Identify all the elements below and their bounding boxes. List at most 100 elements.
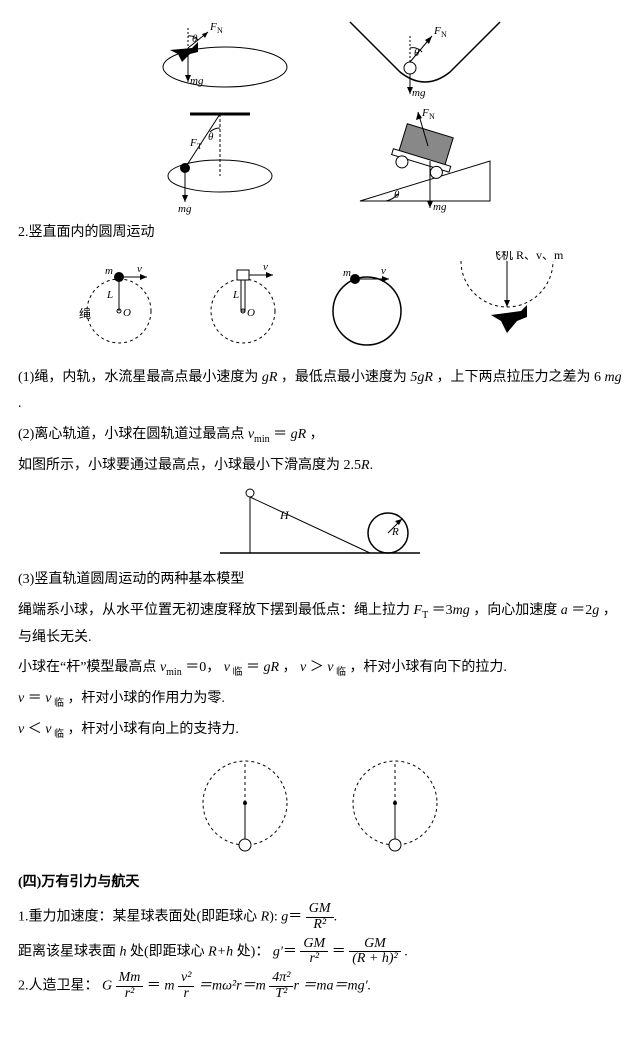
- denom: r: [178, 986, 194, 1002]
- fig-ramp-loop: R H: [210, 483, 430, 563]
- para-4: (3)竖直轨道圆周运动的两种基本模型: [18, 567, 622, 594]
- sub-crit: 临: [230, 667, 243, 678]
- sub-min: min: [166, 667, 182, 678]
- figure-two-pendulums: [18, 748, 622, 858]
- expr-mg: mg: [604, 370, 621, 385]
- text: 处(即距球心: [127, 944, 209, 959]
- denom: (R + h)²: [349, 951, 401, 967]
- text: ，杆对小球的作用力为零.: [67, 691, 225, 706]
- heading-vertical-circle: 2.竖直面内的圆周运动: [18, 220, 622, 247]
- denom: r²: [116, 986, 144, 1002]
- figure-row-2: F T θ mg F N mg θ: [18, 106, 622, 216]
- expr-v: v: [300, 660, 306, 675]
- text: .: [370, 458, 374, 473]
- numer: GM: [306, 902, 334, 917]
- fig-rope-circle: m v L O 绳: [69, 256, 169, 356]
- text: ，上下两点拉压力之差为 6: [436, 370, 601, 385]
- text: ＝: [246, 660, 264, 675]
- para-2: (2)离心轨道，小球在圆轨道过最高点 vmin ＝ gR ，: [18, 422, 622, 449]
- frac-GM-R2: GM R²: [306, 902, 334, 932]
- svg-text:mg: mg: [190, 75, 204, 87]
- svg-text:L: L: [232, 289, 239, 301]
- para-1: (1)绳，内轨，水流星最高点最小速度为 gR ，最低点最小速度为 5gR ，上下…: [18, 365, 622, 418]
- svg-text:H: H: [279, 508, 290, 522]
- denom: r²: [300, 951, 328, 967]
- expr-R: R: [261, 910, 270, 925]
- text: ＝: [288, 910, 302, 925]
- text: (1)绳，内轨，水流星最高点最小速度为: [18, 370, 262, 385]
- expr-R: R: [361, 458, 370, 473]
- expr-gR: gR: [291, 427, 307, 442]
- text: ＜: [28, 722, 42, 737]
- svg-text:θ: θ: [394, 189, 400, 201]
- text: ＝3: [432, 603, 453, 618]
- frac-GM-r2: GM r²: [300, 937, 328, 967]
- expr-v: v: [18, 722, 24, 737]
- text: 处)：: [233, 944, 269, 959]
- svg-text:m: m: [343, 267, 351, 279]
- numer: GM: [349, 937, 401, 952]
- text: ＝: [273, 427, 291, 442]
- expr-gR: gR: [263, 660, 279, 675]
- fig-rod-circle: v L O: [193, 256, 293, 356]
- para-7: v ＝ v 临 ，杆对小球的作用力为零.: [18, 686, 622, 713]
- svg-text:v: v: [381, 265, 386, 277]
- numer: 4π²: [269, 971, 293, 986]
- text: ，最低点最小速度为: [281, 370, 411, 385]
- text: .: [334, 910, 338, 925]
- text: 1.重力加速度：某星球表面处(即距球心: [18, 910, 261, 925]
- section-4-heading: (四)万有引力与航天: [18, 870, 622, 897]
- text: ＝: [332, 944, 346, 959]
- numer: GM: [300, 937, 328, 952]
- svg-text:N: N: [441, 30, 447, 39]
- sub-crit: 临: [51, 698, 64, 709]
- expr-m: m: [164, 978, 174, 993]
- text: ):: [269, 910, 281, 925]
- expr-mg: mg: [453, 603, 470, 618]
- text: ＞: [310, 660, 324, 675]
- svg-text:θ: θ: [208, 131, 214, 143]
- svg-text:绳: 绳: [79, 307, 91, 321]
- text: .: [401, 944, 408, 959]
- sub-crit: 临: [51, 729, 64, 740]
- frac-v2-r: v² r: [178, 971, 194, 1001]
- sub-crit: 临: [333, 667, 346, 678]
- sec4-line-3: 2.人造卫星： G Mm r² ＝ m v² r ＝mω²r＝m 4π² T² …: [18, 971, 622, 1001]
- text: ，: [283, 660, 297, 675]
- expr-r: r: [293, 978, 298, 993]
- text: 如图所示，小球要通过最高点，小球最小下滑高度为 2.5: [18, 458, 361, 473]
- expr-g: g: [592, 603, 599, 618]
- figure-row-1: F N mg θ F N mg θ: [18, 12, 622, 102]
- text: ，向心加速度: [473, 603, 561, 618]
- svg-text:θ: θ: [192, 33, 198, 45]
- svg-text:L: L: [106, 289, 113, 301]
- svg-text:F: F: [189, 137, 197, 149]
- text: ＝2: [571, 603, 592, 618]
- fig-incline-car: F N mg θ: [340, 106, 510, 216]
- svg-text:m: m: [105, 265, 113, 277]
- text: ，: [310, 427, 324, 442]
- text: ，杆对小球有向上的支持力.: [67, 722, 239, 737]
- svg-text:F: F: [421, 107, 429, 119]
- svg-text:N: N: [217, 26, 223, 35]
- text: .: [18, 396, 22, 411]
- text: ＝ma＝mg′.: [302, 978, 371, 993]
- expr-v: v: [18, 691, 24, 706]
- svg-text:v: v: [263, 261, 268, 273]
- text: 小球在“杆”模型最高点: [18, 660, 160, 675]
- sec4-line-1: 1.重力加速度：某星球表面处(即距球心 R): g＝ GM R² .: [18, 902, 622, 932]
- text: 距离该星球表面: [18, 944, 120, 959]
- text: ＝: [28, 691, 42, 706]
- svg-text:R: R: [391, 526, 399, 538]
- fig-plane-orbit: F N mg θ: [130, 12, 300, 102]
- frac-GM-Rh2: GM (R + h)²: [349, 937, 401, 967]
- text: ＝: [283, 944, 297, 959]
- expr-Rh: R+h: [208, 944, 233, 959]
- denom: R²: [306, 917, 334, 933]
- fig-valley: F N mg θ: [340, 12, 510, 102]
- text: ＝0，: [185, 660, 220, 675]
- svg-text:mg: mg: [433, 201, 447, 213]
- sub-min: min: [254, 434, 270, 445]
- svg-text:θ: θ: [414, 47, 420, 59]
- figure-row-3: m v L O 绳 v L O m v 飞机 R、v、m: [18, 251, 622, 361]
